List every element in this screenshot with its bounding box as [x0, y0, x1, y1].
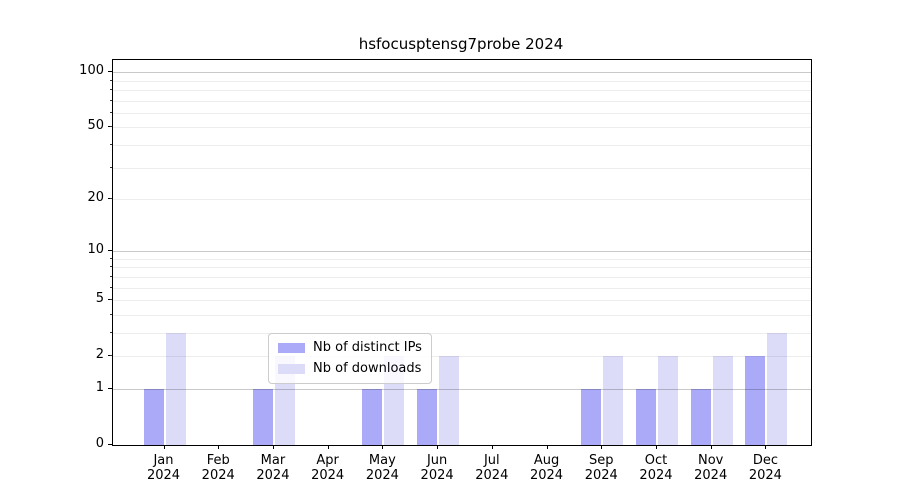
y-axis-minortick-60: [110, 111, 112, 113]
y-axis-minortick-30: [110, 166, 112, 168]
y-axis-tick-0: [108, 444, 112, 445]
bar-distinct-ips-sep: [581, 388, 602, 445]
gridline-minor-90: [113, 80, 811, 82]
gridline-minor-2: [113, 356, 811, 358]
y-axis-minortick-6: [110, 286, 112, 288]
x-axis-tick-0: [163, 445, 165, 449]
bar-distinct-ips-may: [362, 388, 383, 445]
bar-distinct-ips-oct: [635, 388, 656, 445]
gridline-minor-5: [113, 300, 811, 302]
y-axis-minortick-20: [110, 198, 112, 199]
legend-item-distinct-ips: Nb of distinct IPs: [278, 340, 422, 356]
gridline-minor-80: [113, 89, 811, 91]
gridline-major-10: [113, 251, 811, 253]
x-axis-tick-label-8: Sep 2024: [584, 453, 618, 483]
gridline-minor-50: [113, 127, 811, 129]
x-axis-tick-3: [327, 445, 329, 449]
y-axis-minortick-8: [110, 266, 112, 268]
bar-distinct-ips-jun: [417, 388, 438, 445]
y-axis-minortick-80: [110, 88, 112, 90]
gridline-minor-9: [113, 258, 811, 260]
gridline-minor-30: [113, 167, 811, 169]
x-axis-tick-1: [218, 445, 220, 449]
bar-downloads-sep: [603, 356, 624, 445]
y-axis-tick-label-100: 100: [79, 63, 104, 79]
gridline-minor-20: [113, 199, 811, 200]
gridline-minor-7: [113, 276, 811, 278]
x-axis-tick-label-2: Mar 2024: [256, 453, 290, 483]
y-axis-tick-1: [108, 387, 112, 389]
gridline-minor-40: [113, 144, 811, 146]
bar-distinct-ips-dec: [745, 356, 766, 445]
x-axis-tick-label-1: Feb 2024: [201, 453, 235, 483]
gridline-minor-6: [113, 287, 811, 289]
y-axis-minortick-2: [110, 355, 112, 357]
y-axis-minortick-4: [110, 313, 112, 315]
legend-swatch-distinct-ips: [278, 343, 305, 353]
x-axis-tick-label-10: Nov 2024: [694, 453, 728, 483]
y-axis-minortick-5: [110, 299, 112, 301]
x-axis-tick-label-5: Jun 2024: [420, 453, 454, 483]
bar-downloads-nov: [712, 356, 733, 445]
y-axis-tick-label-1: 1: [95, 379, 104, 395]
legend-item-downloads: Nb of downloads: [278, 361, 422, 377]
x-axis-tick-label-11: Dec 2024: [748, 453, 782, 483]
bar-distinct-ips-mar: [252, 388, 273, 445]
y-axis-tick-10: [108, 250, 112, 252]
x-axis-tick-label-0: Jan 2024: [146, 453, 181, 483]
x-axis-tick-5: [437, 445, 439, 449]
x-axis-tick-label-7: Aug 2024: [529, 453, 564, 483]
x-axis-tick-label-6: Jul 2024: [475, 453, 509, 483]
bar-downloads-dec: [767, 332, 788, 445]
x-axis-tick-label-9: Oct 2024: [639, 453, 673, 483]
bar-downloads-jun: [439, 356, 460, 445]
y-axis-minortick-7: [110, 275, 112, 277]
x-axis-tick-label-3: Apr 2024: [311, 453, 345, 483]
y-axis-tick-label-5: 5: [95, 291, 104, 307]
x-axis-tick-7: [546, 445, 548, 449]
legend: Nb of distinct IPs Nb of downloads: [268, 333, 432, 384]
y-axis-tick-label-10: 10: [87, 242, 104, 258]
x-axis-tick-11: [765, 445, 767, 449]
x-axis-tick-8: [601, 445, 603, 449]
y-axis-tick-label-50: 50: [87, 118, 104, 134]
bar-downloads-oct: [657, 356, 678, 445]
plot-area: [112, 59, 812, 446]
gridline-minor-8: [113, 267, 811, 269]
y-axis-minortick-40: [110, 143, 112, 145]
y-axis-minortick-3: [110, 331, 112, 333]
gridline-minor-4: [113, 314, 811, 316]
x-axis-tick-9: [655, 445, 657, 449]
gridline-minor-3: [113, 332, 811, 334]
gridline-major-1: [113, 388, 811, 390]
y-axis-tick-label-20: 20: [87, 190, 104, 205]
x-axis-tick-4: [382, 445, 384, 449]
x-axis-tick-10: [710, 445, 712, 449]
gridline-minor-60: [113, 112, 811, 114]
x-axis-tick-6: [491, 445, 493, 449]
y-axis-tick-label-0: 0: [95, 436, 104, 451]
legend-label-distinct-ips: Nb of distinct IPs: [313, 340, 422, 355]
y-axis-tick-label-2: 2: [95, 347, 104, 363]
gridline-minor-70: [113, 100, 811, 102]
bar-distinct-ips-nov: [690, 388, 711, 445]
legend-swatch-downloads: [278, 364, 305, 374]
y-axis-minortick-90: [110, 79, 112, 81]
x-axis-tick-label-4: May 2024: [365, 453, 399, 483]
x-axis-tick-2: [272, 445, 274, 449]
y-axis-minortick-50: [110, 126, 112, 128]
y-axis-minortick-70: [110, 99, 112, 101]
bar-downloads-jan: [165, 332, 186, 445]
gridline-major-100: [113, 72, 811, 74]
y-axis-tick-100: [108, 71, 112, 73]
legend-label-downloads: Nb of downloads: [313, 361, 422, 376]
chart-title: hsfocusptensg7probe 2024: [358, 35, 564, 53]
bar-distinct-ips-jan: [143, 388, 164, 445]
y-axis-minortick-9: [110, 257, 112, 259]
